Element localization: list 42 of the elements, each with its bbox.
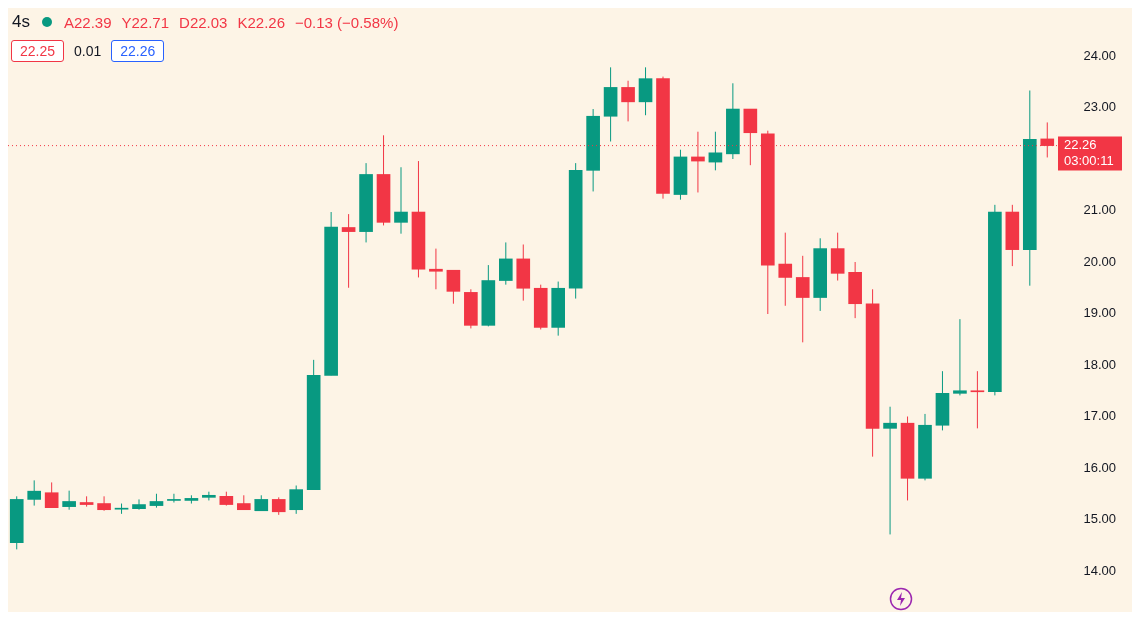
candlestick xyxy=(167,493,181,504)
candlestick xyxy=(132,498,146,511)
candlestick xyxy=(778,232,793,307)
candlestick xyxy=(202,491,216,501)
y-tick-label: 21.00 xyxy=(1083,202,1116,218)
y-tick-label: 14.00 xyxy=(1083,562,1116,578)
y-tick-label: 15.00 xyxy=(1083,511,1116,527)
y-tick-label: 24.00 xyxy=(1083,47,1116,63)
candlestick xyxy=(621,80,635,122)
annotation: 0.01 xyxy=(74,43,102,59)
y-tick-label: 20.00 xyxy=(1083,253,1116,269)
y-tick-label: 18.00 xyxy=(1083,356,1116,372)
candlestick xyxy=(498,241,513,286)
chart-title: 4s xyxy=(12,12,30,32)
candlestick xyxy=(795,255,810,343)
candlestick xyxy=(970,370,985,429)
candlestick xyxy=(289,485,304,515)
text: K22.26 xyxy=(237,13,285,31)
text: A22.39 xyxy=(63,13,112,31)
candlestick xyxy=(446,269,461,305)
candlestick xyxy=(27,479,42,507)
text: −0.13 (−0.58%) xyxy=(294,13,399,31)
y-tick-label: 16.00 xyxy=(1083,459,1116,475)
candlestick xyxy=(953,318,967,396)
candlestick xyxy=(429,248,443,290)
candlestick xyxy=(394,166,408,235)
candlestick xyxy=(638,66,653,116)
ref-line-label: 22.26 xyxy=(1064,137,1097,153)
candlestick xyxy=(883,406,897,535)
annotation: 22.26 xyxy=(111,40,165,62)
y-tick-label: 17.00 xyxy=(1083,408,1116,424)
candlestick xyxy=(708,131,723,171)
y-tick-label: 23.00 xyxy=(1083,99,1116,115)
candlestick xyxy=(341,213,356,289)
candlestick xyxy=(97,495,111,512)
candlestick xyxy=(62,490,76,511)
y-tick-label: 19.00 xyxy=(1083,305,1116,321)
text: D22.03 xyxy=(179,13,228,31)
candlestick xyxy=(44,481,59,509)
text: Y22.71 xyxy=(121,13,170,31)
annotation: 22.25 xyxy=(11,40,65,62)
text: 03:00:11 xyxy=(1064,153,1114,169)
